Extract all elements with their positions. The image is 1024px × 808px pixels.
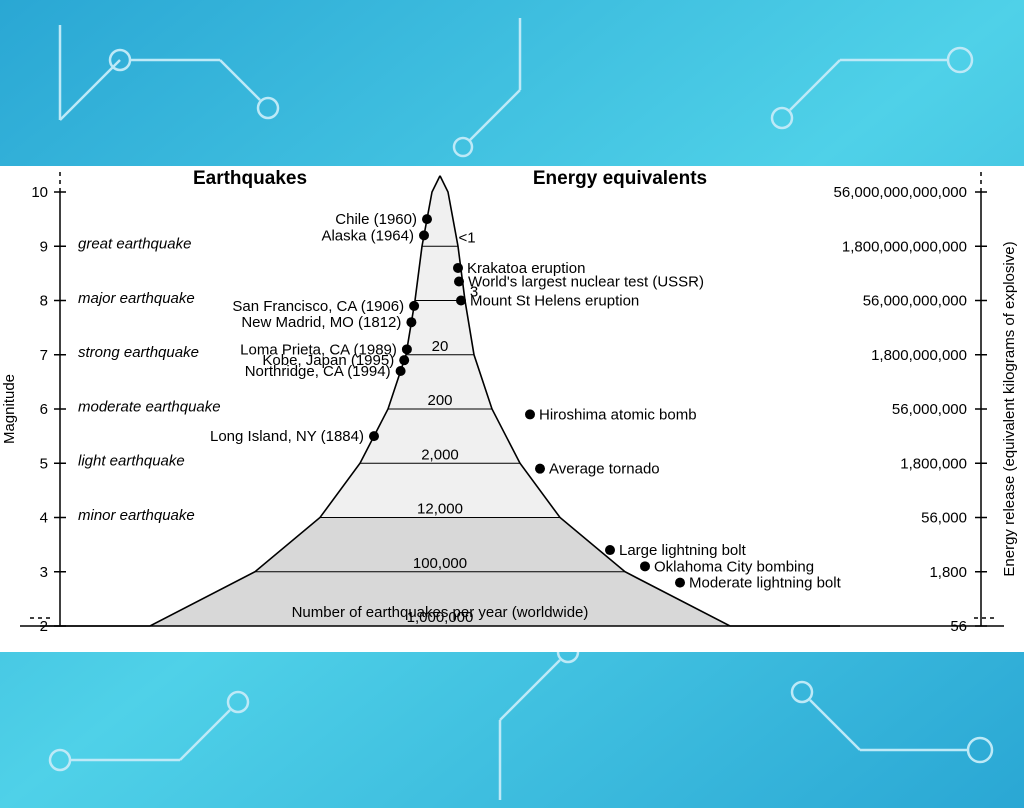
- band-count: 100,000: [413, 555, 467, 572]
- mag-tick: 4: [40, 510, 48, 527]
- event-label: San Francisco, CA (1906): [232, 298, 404, 315]
- band-count: 2,000: [421, 446, 459, 463]
- event-label: World's largest nuclear test (USSR): [468, 274, 704, 291]
- mag-tick: 6: [40, 401, 48, 418]
- mag-tick: 8: [40, 293, 48, 310]
- category-labels: great earthquake major earthquake strong e…: [78, 236, 221, 524]
- event-label: Chile (1960): [335, 211, 417, 228]
- band-count: 20: [432, 338, 449, 355]
- event-label: Large lightning bolt: [619, 542, 747, 559]
- slide-stage: <13202002,00012,000100,0001,000,00023456…: [0, 0, 1024, 808]
- mag-tick: 9: [40, 238, 48, 255]
- energy-tick: 56,000,000,000,000: [834, 184, 967, 201]
- event-label: Mount St Helens eruption: [470, 293, 639, 310]
- band-count: 200: [427, 392, 452, 409]
- band-count: 12,000: [417, 501, 463, 518]
- category-label: great earthquake: [78, 236, 191, 253]
- band-count: <1: [458, 229, 475, 246]
- left-header: Earthquakes: [193, 168, 307, 189]
- mag-tick: 2: [40, 618, 48, 635]
- bottom-caption: Number of earthquakes per year (worldwid…: [292, 604, 589, 621]
- energy-tick: 56: [950, 618, 967, 635]
- category-label: strong earthquake: [78, 344, 199, 361]
- magnitude-axis: 2 3 4 5 6 7 8 9 10 Magnitude: [1, 172, 66, 635]
- category-label: major earthquake: [78, 290, 195, 307]
- event-label: Moderate lightning bolt: [689, 575, 842, 592]
- right-header: Energy equivalents: [533, 168, 707, 189]
- event-label: Northridge, CA (1994): [245, 363, 391, 380]
- event-label: Oklahoma City bombing: [654, 558, 814, 575]
- left-axis-label: Magnitude: [1, 374, 18, 444]
- mag-tick: 10: [31, 184, 48, 201]
- energy-tick: 1,800: [929, 564, 967, 581]
- mag-tick: 5: [40, 455, 48, 472]
- energy-tick: 56,000: [921, 510, 967, 527]
- mag-tick: 7: [40, 347, 48, 364]
- energy-tick: 1,800,000,000: [871, 347, 967, 364]
- event-label: New Madrid, MO (1812): [241, 314, 401, 331]
- event-label: Hiroshima atomic bomb: [539, 406, 697, 423]
- event-label: Average tornado: [549, 461, 660, 478]
- energy-axis: 56 1,800 56,000 1,800,000 56,000,000 1,800,00…: [834, 172, 1018, 635]
- right-axis-label: Energy release (equivalent kilograms of …: [1001, 241, 1018, 576]
- event-label: Long Island, NY (1884): [210, 428, 364, 445]
- chart-panel: <13202002,00012,000100,0001,000,00023456…: [0, 166, 1024, 652]
- earthquake-magnitude-chart: <13202002,00012,000100,0001,000,00023456…: [0, 166, 1024, 652]
- energy-tick: 56,000,000: [892, 401, 967, 418]
- category-label: minor earthquake: [78, 507, 195, 524]
- mag-tick: 3: [40, 564, 48, 581]
- category-label: moderate earthquake: [78, 398, 221, 415]
- energy-tick: 1,800,000,000,000: [842, 238, 967, 255]
- event-label: Alaska (1964): [321, 227, 414, 244]
- energy-tick: 1,800,000: [900, 455, 967, 472]
- category-label: light earthquake: [78, 453, 185, 470]
- energy-tick: 56,000,000,000: [863, 293, 967, 310]
